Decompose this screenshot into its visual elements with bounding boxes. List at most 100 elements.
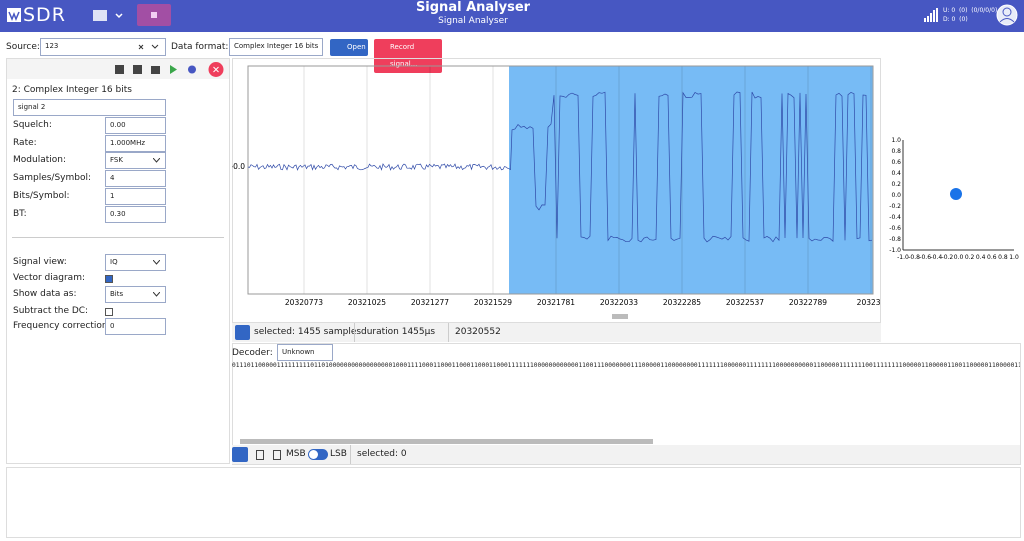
x-tick-label: -1.0	[897, 254, 909, 261]
open-button[interactable]: Open	[330, 39, 368, 56]
input[interactable]: 1	[105, 188, 166, 205]
field-label: Frequency correction:	[13, 321, 111, 331]
collapse-button[interactable]	[235, 325, 250, 340]
y-tick-label: 1.0	[891, 137, 901, 144]
decoder-label: Decoder:	[232, 348, 273, 358]
x-tick-label: 0.6	[987, 254, 997, 261]
x-tick-label: 20322033	[600, 298, 638, 307]
input[interactable]: 0	[105, 318, 166, 335]
input[interactable]: 0.30	[105, 206, 166, 223]
field-value: FSK	[110, 156, 123, 164]
field-label: Samples/Symbol:	[13, 173, 92, 183]
decoder-select[interactable]: Unknown	[277, 344, 333, 361]
scrollbar[interactable]	[240, 439, 653, 444]
x-tick-label: 0.0	[954, 254, 964, 261]
field-value: 0.30	[110, 210, 126, 218]
x-tick-label: 20321781	[537, 298, 575, 307]
duration: duration 1455µs	[361, 327, 436, 337]
constellation-point	[950, 188, 962, 200]
decoder-collapse[interactable]	[232, 447, 248, 462]
field-label: Signal view:	[13, 257, 67, 267]
y-tick-label: -0.6	[889, 225, 901, 232]
chevron-path	[153, 158, 160, 163]
signal-icon	[924, 8, 938, 22]
y-tick-label: -0.2	[889, 203, 901, 210]
msb: MSB	[286, 449, 306, 459]
x-tick-label: -0.8	[908, 254, 920, 261]
y-tick-label: 0.8	[891, 148, 901, 155]
field-value: 0	[110, 322, 115, 330]
format-select[interactable]: Complex Integer 16 bits	[229, 38, 323, 56]
y-tick-label: -0.4	[889, 214, 901, 221]
subtitle: Signal Analyser	[438, 16, 508, 26]
file-icon[interactable]	[256, 450, 264, 460]
constellation-plot: 1.00.80.60.40.20.0-0.2-0.4-0.6-0.8-1.0-1…	[889, 137, 1019, 261]
field-label: Modulation:	[13, 155, 66, 165]
field-value: Bits	[110, 290, 124, 298]
copy-icon[interactable]	[273, 450, 281, 460]
x-tick-label: 0.8	[998, 254, 1008, 261]
x-tick-label: 20322285	[663, 298, 701, 307]
field-value: 4	[110, 174, 115, 182]
select[interactable]: FSK	[105, 152, 166, 169]
selected-bits: selected: 0	[357, 449, 407, 459]
avatar[interactable]	[996, 4, 1018, 26]
y-label: -0.0	[232, 162, 245, 171]
checkbox[interactable]	[105, 308, 113, 316]
input[interactable]: 0.00	[105, 117, 166, 134]
field-label: Subtract the DC:	[13, 306, 89, 316]
x-tick-label: -0.4	[930, 254, 942, 261]
y-tick-label: 0.6	[891, 159, 901, 166]
x-tick-label: 0.4	[976, 254, 986, 261]
x-tick-label: 20321529	[474, 298, 512, 307]
y-tick-label: 0.2	[891, 181, 901, 188]
x-tick-label: 20321277	[411, 298, 449, 307]
signal-plot: 20320773 20321025 20321277 20321529 20321781…	[232, 65, 881, 319]
stop-button[interactable]	[137, 4, 171, 26]
chevron-path	[153, 260, 160, 265]
field-value: 1	[110, 192, 115, 200]
field-value: 0.00	[110, 121, 126, 129]
x-tick-label: -0.6	[919, 254, 931, 261]
decoder-value: Unknown	[282, 348, 315, 356]
selected-samples: selected: 1455 samples	[254, 327, 362, 337]
field-label: Rate:	[13, 138, 37, 148]
header: SDR Signal Analyser Signal Analyser U: 0…	[0, 0, 1024, 32]
x-tick-label: 1.0	[1009, 254, 1019, 261]
signal-name-input[interactable]: signal 2	[13, 99, 166, 116]
field-value: 1.000MHz	[110, 139, 146, 147]
format-label: Data format:	[171, 42, 229, 52]
logo-icon	[7, 8, 21, 22]
source-controls	[138, 44, 159, 50]
bottom-panel	[6, 467, 1021, 538]
position: 20320552	[455, 327, 501, 337]
waveform	[247, 91, 873, 243]
bit-order-toggle[interactable]	[308, 449, 328, 460]
divider	[12, 237, 224, 238]
plot-status: selected: 1455 samples duration 1455µs 2…	[232, 322, 881, 342]
open-text: Open	[347, 43, 366, 51]
left-panel	[6, 58, 230, 464]
select[interactable]: IQ	[105, 254, 166, 271]
status-down: D: 0 (0)	[943, 16, 968, 23]
format-value: Complex Integer 16 bits	[234, 42, 319, 50]
source-input[interactable]: 123	[40, 38, 166, 56]
field-label: Squelch:	[13, 120, 52, 130]
x-tick-label: 20321025	[348, 298, 386, 307]
menu-button[interactable]	[92, 9, 124, 23]
input[interactable]: 1.000MHz	[105, 135, 166, 152]
signal-name: signal 2	[18, 103, 46, 111]
source-value: 123	[45, 42, 59, 50]
x-tick-label: -0.2	[942, 254, 954, 261]
panel-icons[interactable]	[113, 62, 229, 77]
h-scrollbar	[612, 314, 628, 319]
y-tick-label: 0.4	[891, 170, 901, 177]
record-text: Record signal...	[390, 43, 418, 68]
chevron	[153, 158, 160, 163]
checkbox[interactable]	[105, 275, 113, 283]
select[interactable]: Bits	[105, 286, 166, 303]
input[interactable]: 4	[105, 170, 166, 187]
record-button[interactable]: Record signal...	[374, 39, 442, 73]
